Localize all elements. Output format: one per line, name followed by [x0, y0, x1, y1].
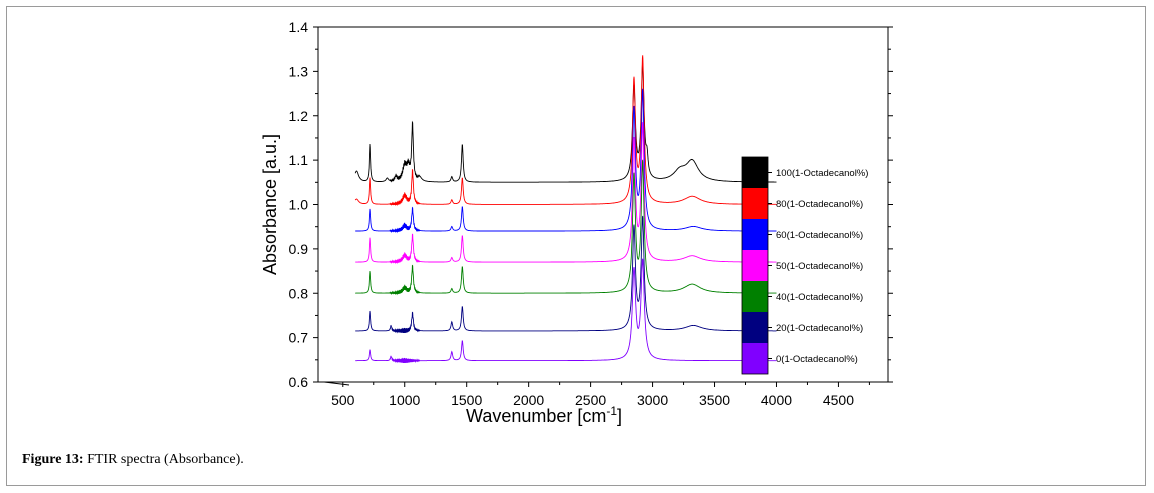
y-tick-label: 0.9	[289, 241, 309, 257]
legend-swatch	[742, 188, 768, 219]
x-tick-label: 2500	[575, 392, 606, 408]
y-axis-title: Absorbance [a.u.]	[260, 134, 280, 275]
legend-swatch	[742, 343, 768, 374]
y-tick-label: 0.6	[289, 374, 309, 390]
series-line-4	[355, 159, 777, 296]
legend-label: 20(1-Octadecanol%)	[776, 323, 863, 334]
x-tick-label: 3000	[637, 392, 668, 408]
x-axis-title-main: Wavenumber [cm	[466, 406, 606, 426]
legend-swatch	[742, 312, 768, 343]
series-line-2	[355, 88, 777, 234]
x-axis-title: Wavenumber [cm-1]	[466, 404, 622, 426]
tick-layer: 0.6 0.7 0.8 0.9 1.0 1.1 1.2 1.3 1.4 500 1000 1500 20…	[289, 19, 893, 408]
legend-label: 60(1-Octadecanol%)	[776, 230, 863, 241]
legend: 100(1-Octadecanol%) 80(1-Octadecanol%) 60(…	[741, 156, 868, 375]
series-line-3	[355, 121, 777, 265]
legend-label: 0(1-Octadecanol%)	[776, 354, 858, 365]
y-tick-label: 1.1	[289, 152, 309, 168]
x-tick-label: 4000	[761, 392, 792, 408]
legend-label: 50(1-Octadecanol%)	[776, 261, 863, 272]
x-tick-label: 3500	[699, 392, 730, 408]
series-line-5	[355, 215, 777, 334]
caption-text: FTIR spectra (Absorbance).	[83, 452, 244, 467]
x-tick-label: 500	[331, 392, 355, 408]
caption-label: Figure 13:	[22, 452, 84, 467]
y-tick-label: 1.2	[289, 108, 309, 124]
legend-frame	[741, 156, 769, 375]
x-minor-tick	[324, 381, 350, 386]
x-axis-title-close: ]	[617, 406, 622, 426]
legend-swatch	[742, 157, 768, 188]
series-line-6	[355, 258, 777, 364]
y-tick-label: 1.0	[289, 197, 309, 213]
figure-frame	[6, 6, 1146, 486]
series-layer	[354, 55, 777, 364]
legend-label: 100(1-Octadecanol%)	[776, 168, 868, 179]
legend-swatch	[742, 250, 768, 281]
legend-swatch	[742, 281, 768, 312]
x-tick-label: 4500	[823, 392, 854, 408]
y-tick-label: 1.4	[289, 19, 309, 35]
x-axis-title-sup: -1	[606, 404, 617, 418]
legend-label: 40(1-Octadecanol%)	[776, 292, 863, 303]
series-line-0	[354, 63, 777, 183]
series-line-1	[354, 55, 777, 207]
y-tick-label: 0.8	[289, 285, 309, 301]
y-tick-label: 0.7	[289, 330, 309, 346]
x-tick-label: 1500	[451, 392, 482, 408]
x-tick-label: 1000	[389, 392, 420, 408]
figure-caption: Figure 13: FTIR spectra (Absorbance).	[22, 452, 244, 468]
legend-swatch	[742, 219, 768, 250]
y-tick-label: 1.3	[289, 63, 309, 79]
legend-label: 80(1-Octadecanol%)	[776, 199, 863, 210]
x-tick-label: 2000	[513, 392, 544, 408]
